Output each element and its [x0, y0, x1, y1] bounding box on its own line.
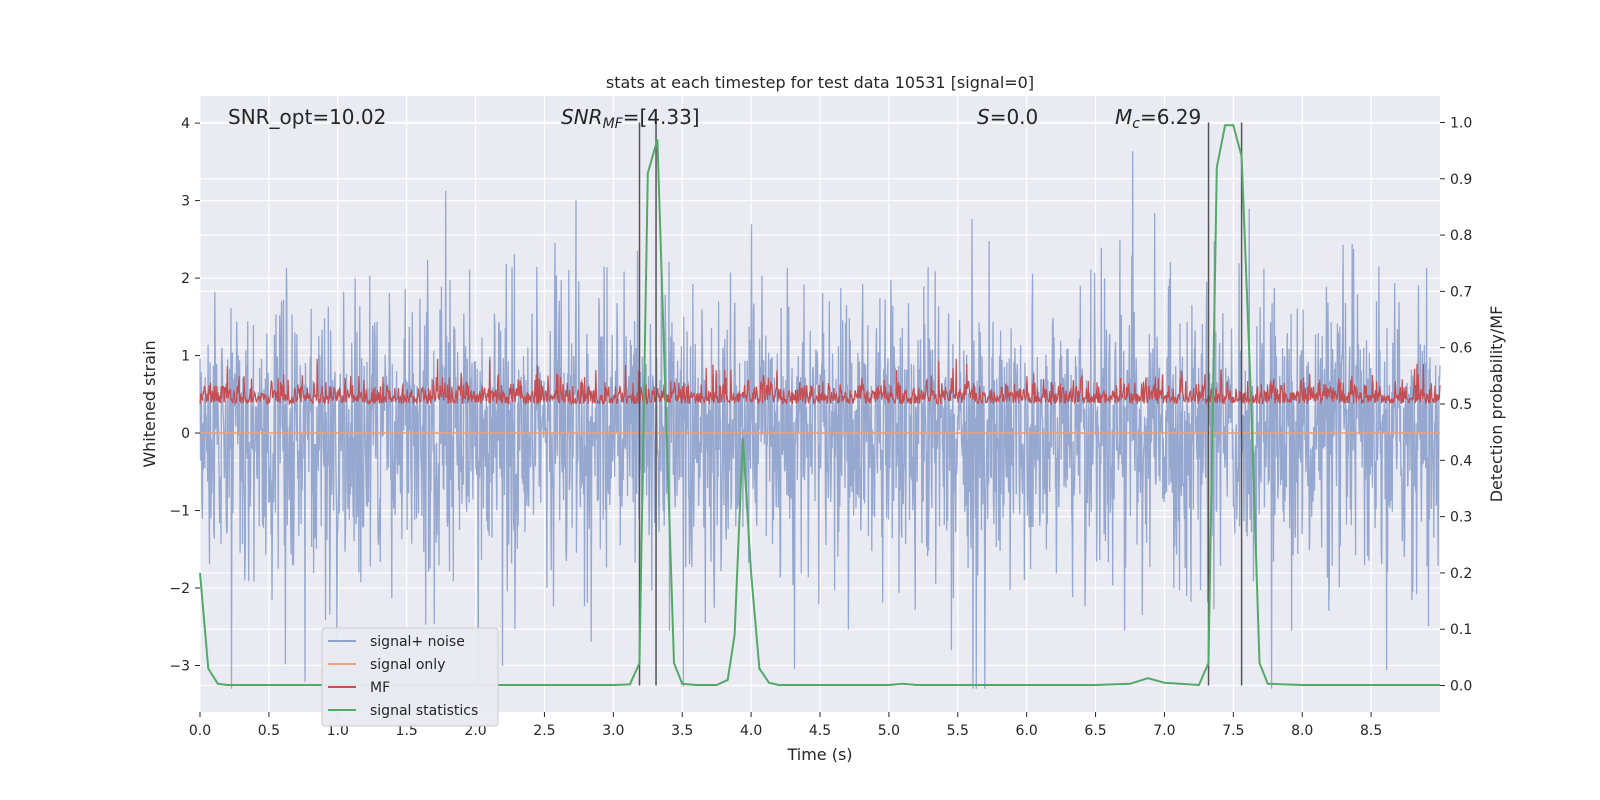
series-mf — [199, 358, 1441, 407]
y-right-tick-labels: 0.0 0.1 0.2 0.3 0.4 0.5 0.6 0.7 0.8 0.9 1.0 — [1440, 115, 1472, 695]
annotation-snr-mf-sub: MF — [603, 116, 624, 132]
legend-label-signal-only: signal only — [370, 657, 445, 673]
vertical-lines — [638, 122, 1243, 686]
y-right-tick-label-8: 0.8 — [1450, 228, 1472, 244]
x-tick-label-1: 0.5 — [258, 723, 280, 739]
y-axis-label-right: Detection probability/MF — [1487, 306, 1506, 503]
legend-label-signal-noise: signal+ noise — [370, 634, 465, 650]
x-tick-label-12: 6.0 — [1016, 723, 1038, 739]
x-axis-label: Time (s) — [786, 745, 852, 764]
series-signal-statistics — [199, 124, 1440, 687]
y-right-tick-label-10: 1.0 — [1450, 115, 1472, 131]
x-tick-label-4: 2.0 — [464, 723, 486, 739]
x-tick-label-16: 8.0 — [1291, 723, 1313, 739]
x-tick-label-2: 1.0 — [327, 723, 349, 739]
legend-label-mf: MF — [370, 680, 390, 696]
x-tick-label-0: 0.0 — [189, 723, 211, 739]
annotation-mc-base: M — [1115, 105, 1132, 129]
x-tick-label-5: 2.5 — [533, 723, 555, 739]
x-tick-label-8: 4.0 — [740, 723, 762, 739]
y-right-tick-label-7: 0.7 — [1450, 284, 1472, 300]
x-tick-label-11: 5.5 — [947, 723, 969, 739]
signal-statistics-line — [199, 124, 1440, 687]
annotation-s: S=0.0 — [977, 105, 1038, 129]
annotation-s-base: S — [977, 105, 990, 129]
annotation-snr-opt: SNR_opt=10.02 — [228, 105, 386, 129]
y-right-tick-label-6: 0.6 — [1450, 341, 1472, 357]
y-left-tick-label-3: 0 — [181, 426, 190, 442]
y-left-tick-label-4: 1 — [181, 349, 190, 365]
y-right-tick-label-5: 0.5 — [1450, 397, 1472, 413]
x-tick-label-17: 8.5 — [1360, 723, 1382, 739]
annotation-snr-mf: SNRMF=[4.33] — [561, 105, 700, 132]
series-signal-noise — [199, 151, 1441, 689]
annotation-snr-mf-rest: =[4.33] — [623, 105, 700, 129]
x-tick-label-10: 5.0 — [878, 723, 900, 739]
y-left-tick-label-5: 2 — [181, 271, 190, 287]
y-right-tick-label-3: 0.3 — [1450, 510, 1472, 526]
x-tick-label-14: 7.0 — [1153, 723, 1175, 739]
x-tick-label-9: 4.5 — [809, 723, 831, 739]
y-axis-label-left: Whitened strain — [140, 340, 159, 467]
legend-label-signal-statistics: signal statistics — [370, 703, 478, 719]
signal-noise-line — [199, 151, 1441, 689]
chart-title: stats at each timestep for test data 105… — [606, 73, 1034, 92]
y-left-tick-label-1: −2 — [169, 581, 190, 597]
annotation-mc-rest: =6.29 — [1140, 105, 1201, 129]
y-left-tick-labels: −3 −2 −1 0 1 2 3 4 — [169, 116, 200, 675]
y-right-tick-label-4: 0.4 — [1450, 453, 1472, 469]
y-left-tick-label-0: −3 — [169, 659, 190, 675]
annotation-snr-mf-base: SNR — [561, 105, 603, 129]
y-right-tick-label-1: 0.1 — [1450, 622, 1472, 638]
x-tick-label-15: 7.5 — [1222, 723, 1244, 739]
annotation-mc: Mc=6.29 — [1115, 105, 1201, 132]
x-tick-labels: 0.0 0.5 1.0 1.5 2.0 2.5 3.0 3.5 4.0 4.5 5.0 5.5 6.0 6… — [189, 712, 1382, 739]
x-tick-label-13: 6.5 — [1084, 723, 1106, 739]
y-right-tick-label-0: 0.0 — [1450, 679, 1472, 695]
legend-box — [321, 627, 499, 727]
y-right-tick-label-2: 0.2 — [1450, 566, 1472, 582]
annotation-s-rest: =0.0 — [990, 105, 1039, 129]
legend: signal+ noise signal only MF signal stat… — [321, 627, 499, 727]
x-tick-label-3: 1.5 — [396, 723, 418, 739]
y-left-tick-label-6: 3 — [181, 194, 190, 210]
y-right-tick-label-9: 0.9 — [1450, 172, 1472, 188]
annotation-mc-sub: c — [1132, 116, 1140, 132]
y-left-tick-label-7: 4 — [181, 116, 190, 132]
x-tick-label-7: 3.5 — [671, 723, 693, 739]
mf-line — [199, 358, 1441, 407]
x-tick-label-6: 3.0 — [602, 723, 624, 739]
y-left-tick-label-2: −1 — [169, 504, 190, 520]
